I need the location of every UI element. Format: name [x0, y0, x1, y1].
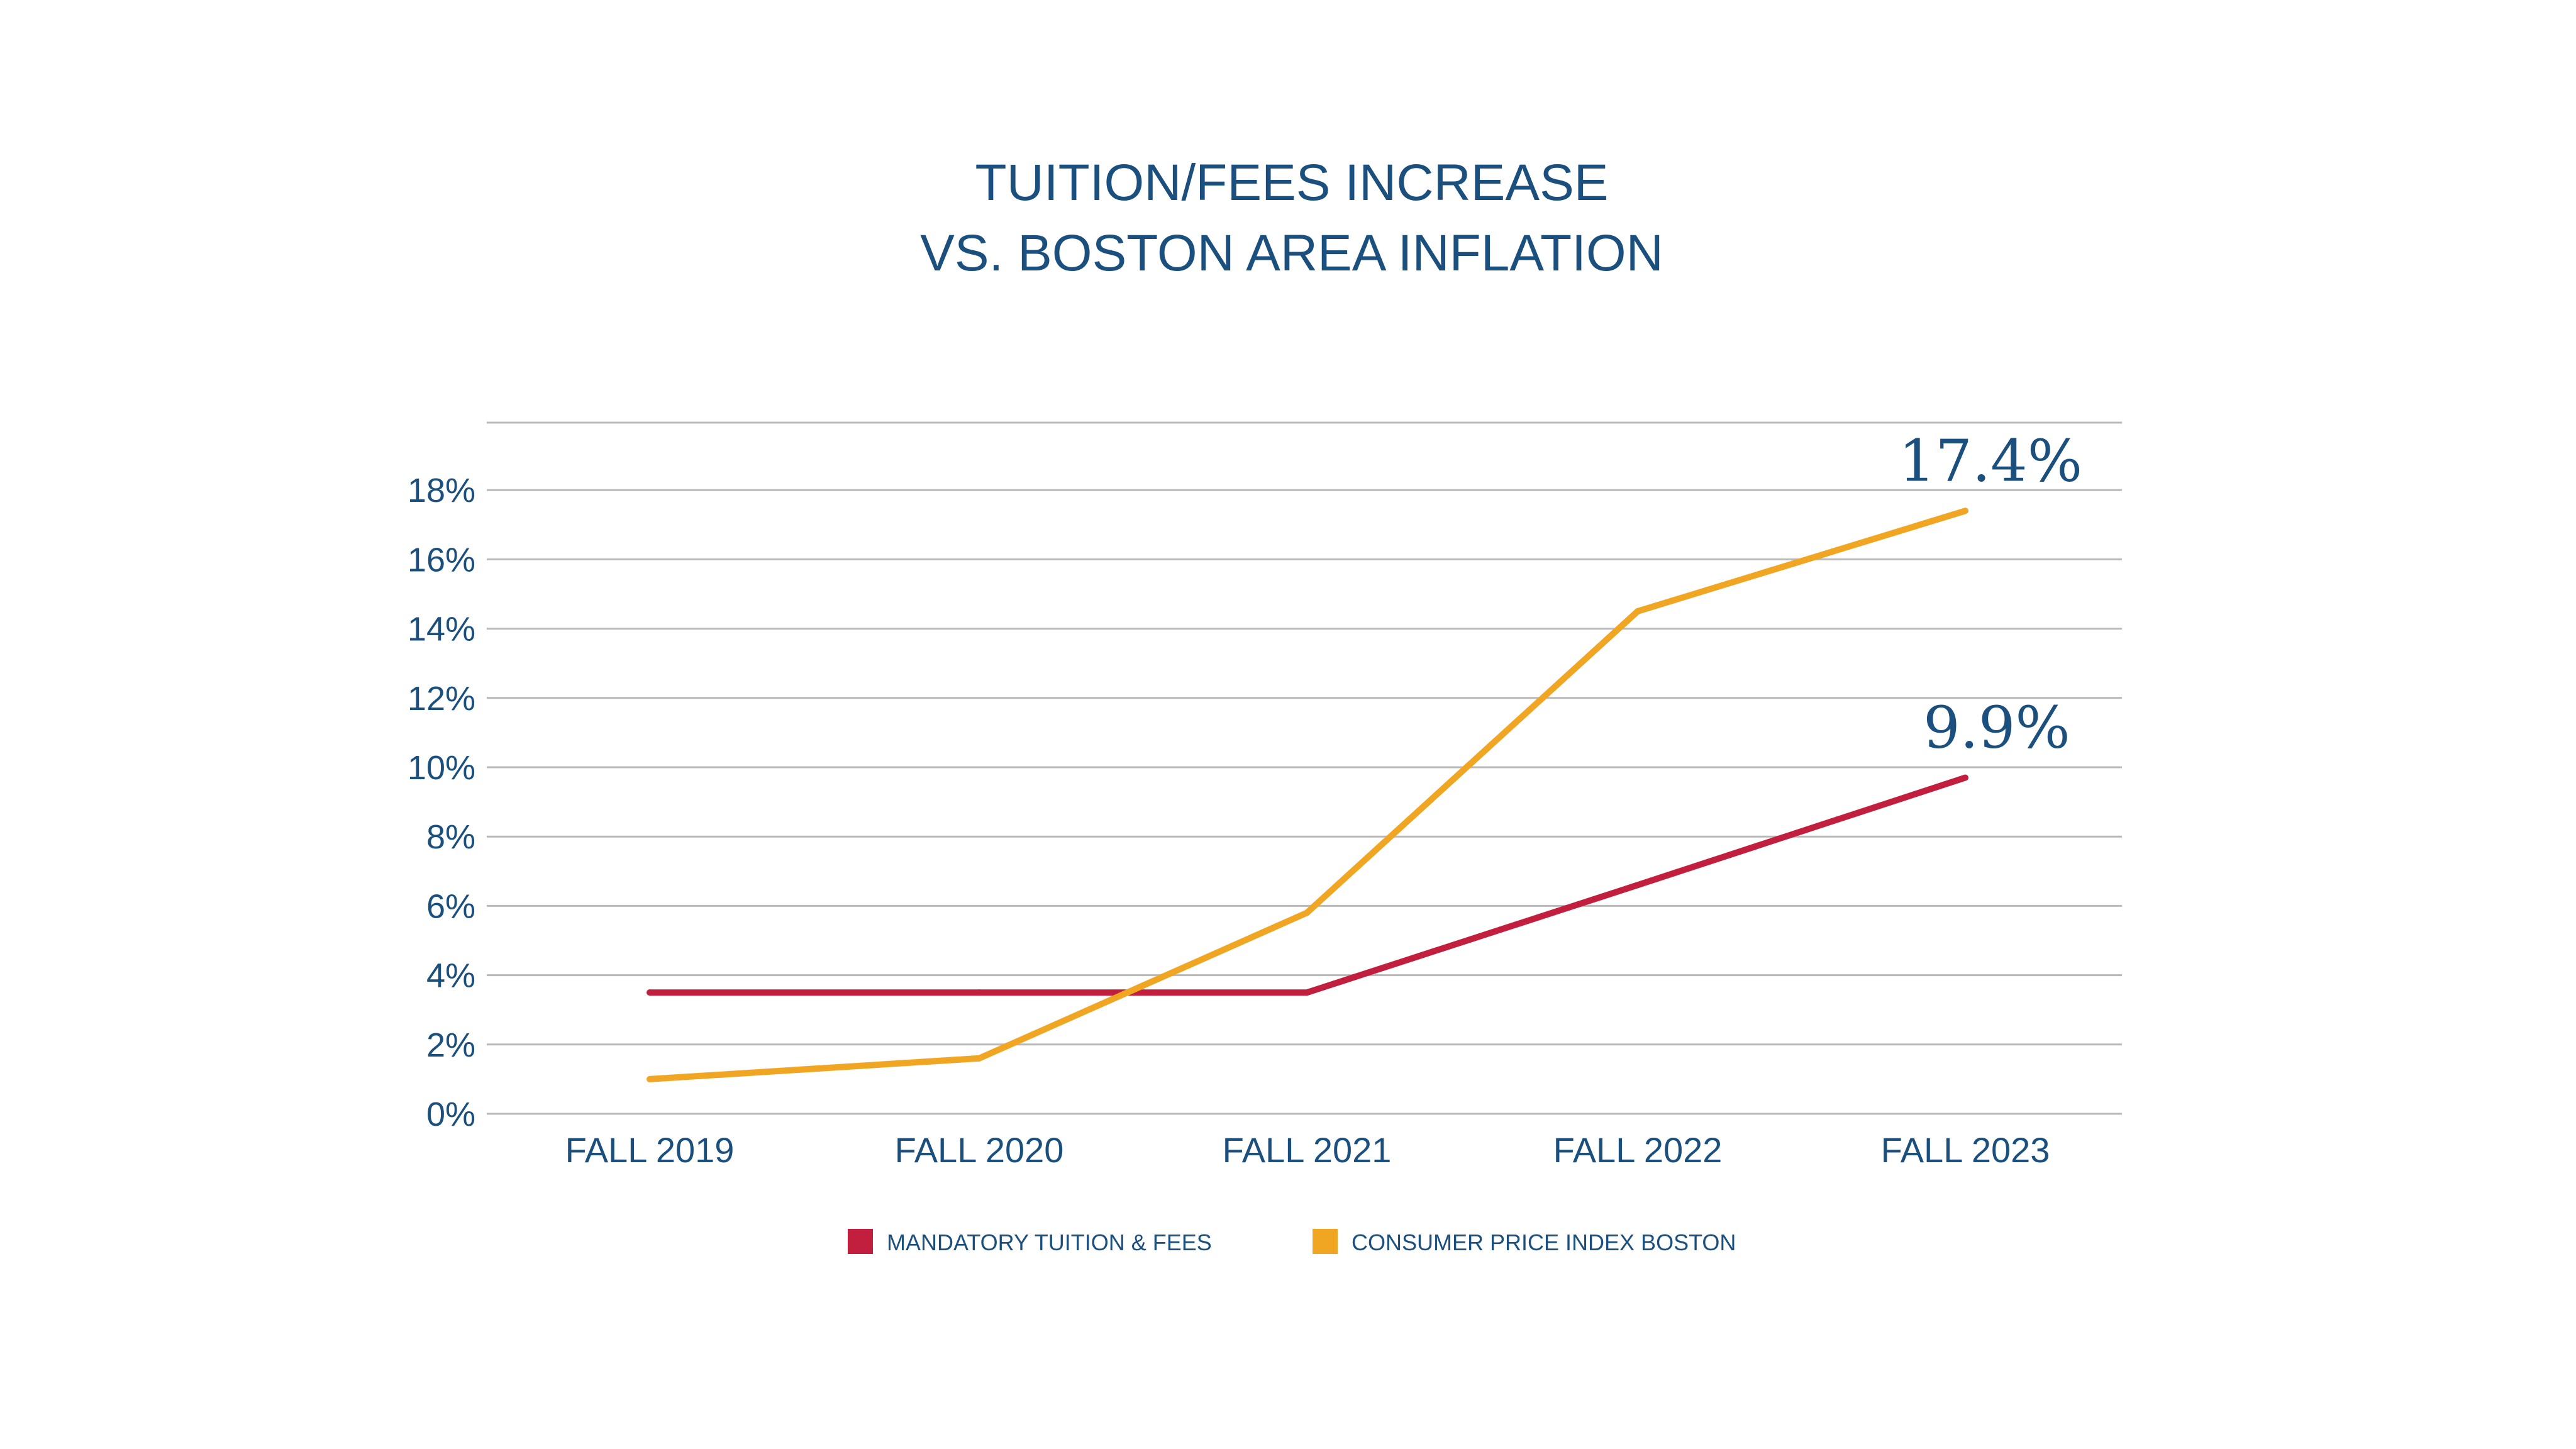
series-end-label: 17.4% [1899, 427, 2082, 494]
series-point [1304, 909, 1310, 916]
legend-swatch [848, 1229, 873, 1254]
y-tick-label: 6% [426, 887, 475, 925]
x-category-label: FALL 2020 [895, 1130, 1064, 1170]
series-point [1962, 774, 1968, 781]
gridlines [487, 489, 2122, 1115]
y-tick-label: 2% [426, 1026, 475, 1064]
x-category-label: FALL 2019 [565, 1130, 735, 1170]
series-point [1304, 989, 1310, 996]
y-tick-label: 8% [426, 818, 475, 856]
series-line [650, 774, 1967, 996]
series-point [976, 989, 982, 996]
y-tick-label: 18% [408, 472, 475, 509]
series-point [1962, 508, 1968, 514]
y-tick-label: 0% [426, 1096, 475, 1133]
legend-label: CONSUMER PRICE INDEX BOSTON [1352, 1230, 1736, 1255]
chart-title-line-2: VS. BOSTON AREA INFLATION [920, 225, 1663, 282]
legend-swatch [1313, 1229, 1338, 1254]
y-axis-ticks: 0% 2% 4% 6% 8% 10% 12% 14% 16% 18% [408, 472, 475, 1133]
series-lines [647, 508, 1968, 1082]
y-tick-label: 16% [408, 541, 475, 579]
series-point [647, 989, 653, 996]
y-tick-label: 4% [426, 957, 475, 995]
series-point [1635, 608, 1641, 615]
x-category-label: FALL 2023 [1881, 1130, 2050, 1170]
series-end-label: 9.9% [1923, 694, 2070, 762]
y-tick-label: 12% [408, 680, 475, 718]
y-tick-label: 14% [408, 611, 475, 648]
chart-title-line-1: TUITION/FEES INCREASE [975, 154, 1609, 211]
series-point [1635, 882, 1641, 889]
x-category-label: FALL 2022 [1553, 1130, 1723, 1170]
series-point [976, 1055, 982, 1062]
x-category-label: FALL 2021 [1223, 1130, 1392, 1170]
legend-label: MANDATORY TUITION & FEES [887, 1230, 1212, 1255]
chart-title: TUITION/FEES INCREASE VS. BOSTON AREA IN… [920, 154, 1663, 282]
series-point [647, 1075, 653, 1082]
x-axis-categories: FALL 2019 FALL 2020 FALL 2021 FALL 2022 FALL… [565, 1130, 2050, 1170]
y-tick-label: 10% [408, 749, 475, 787]
end-labels: 9.9% 17.4% [1899, 427, 2082, 761]
legend: MANDATORY TUITION & FEES CONSUMER PRICE I… [848, 1229, 1736, 1255]
